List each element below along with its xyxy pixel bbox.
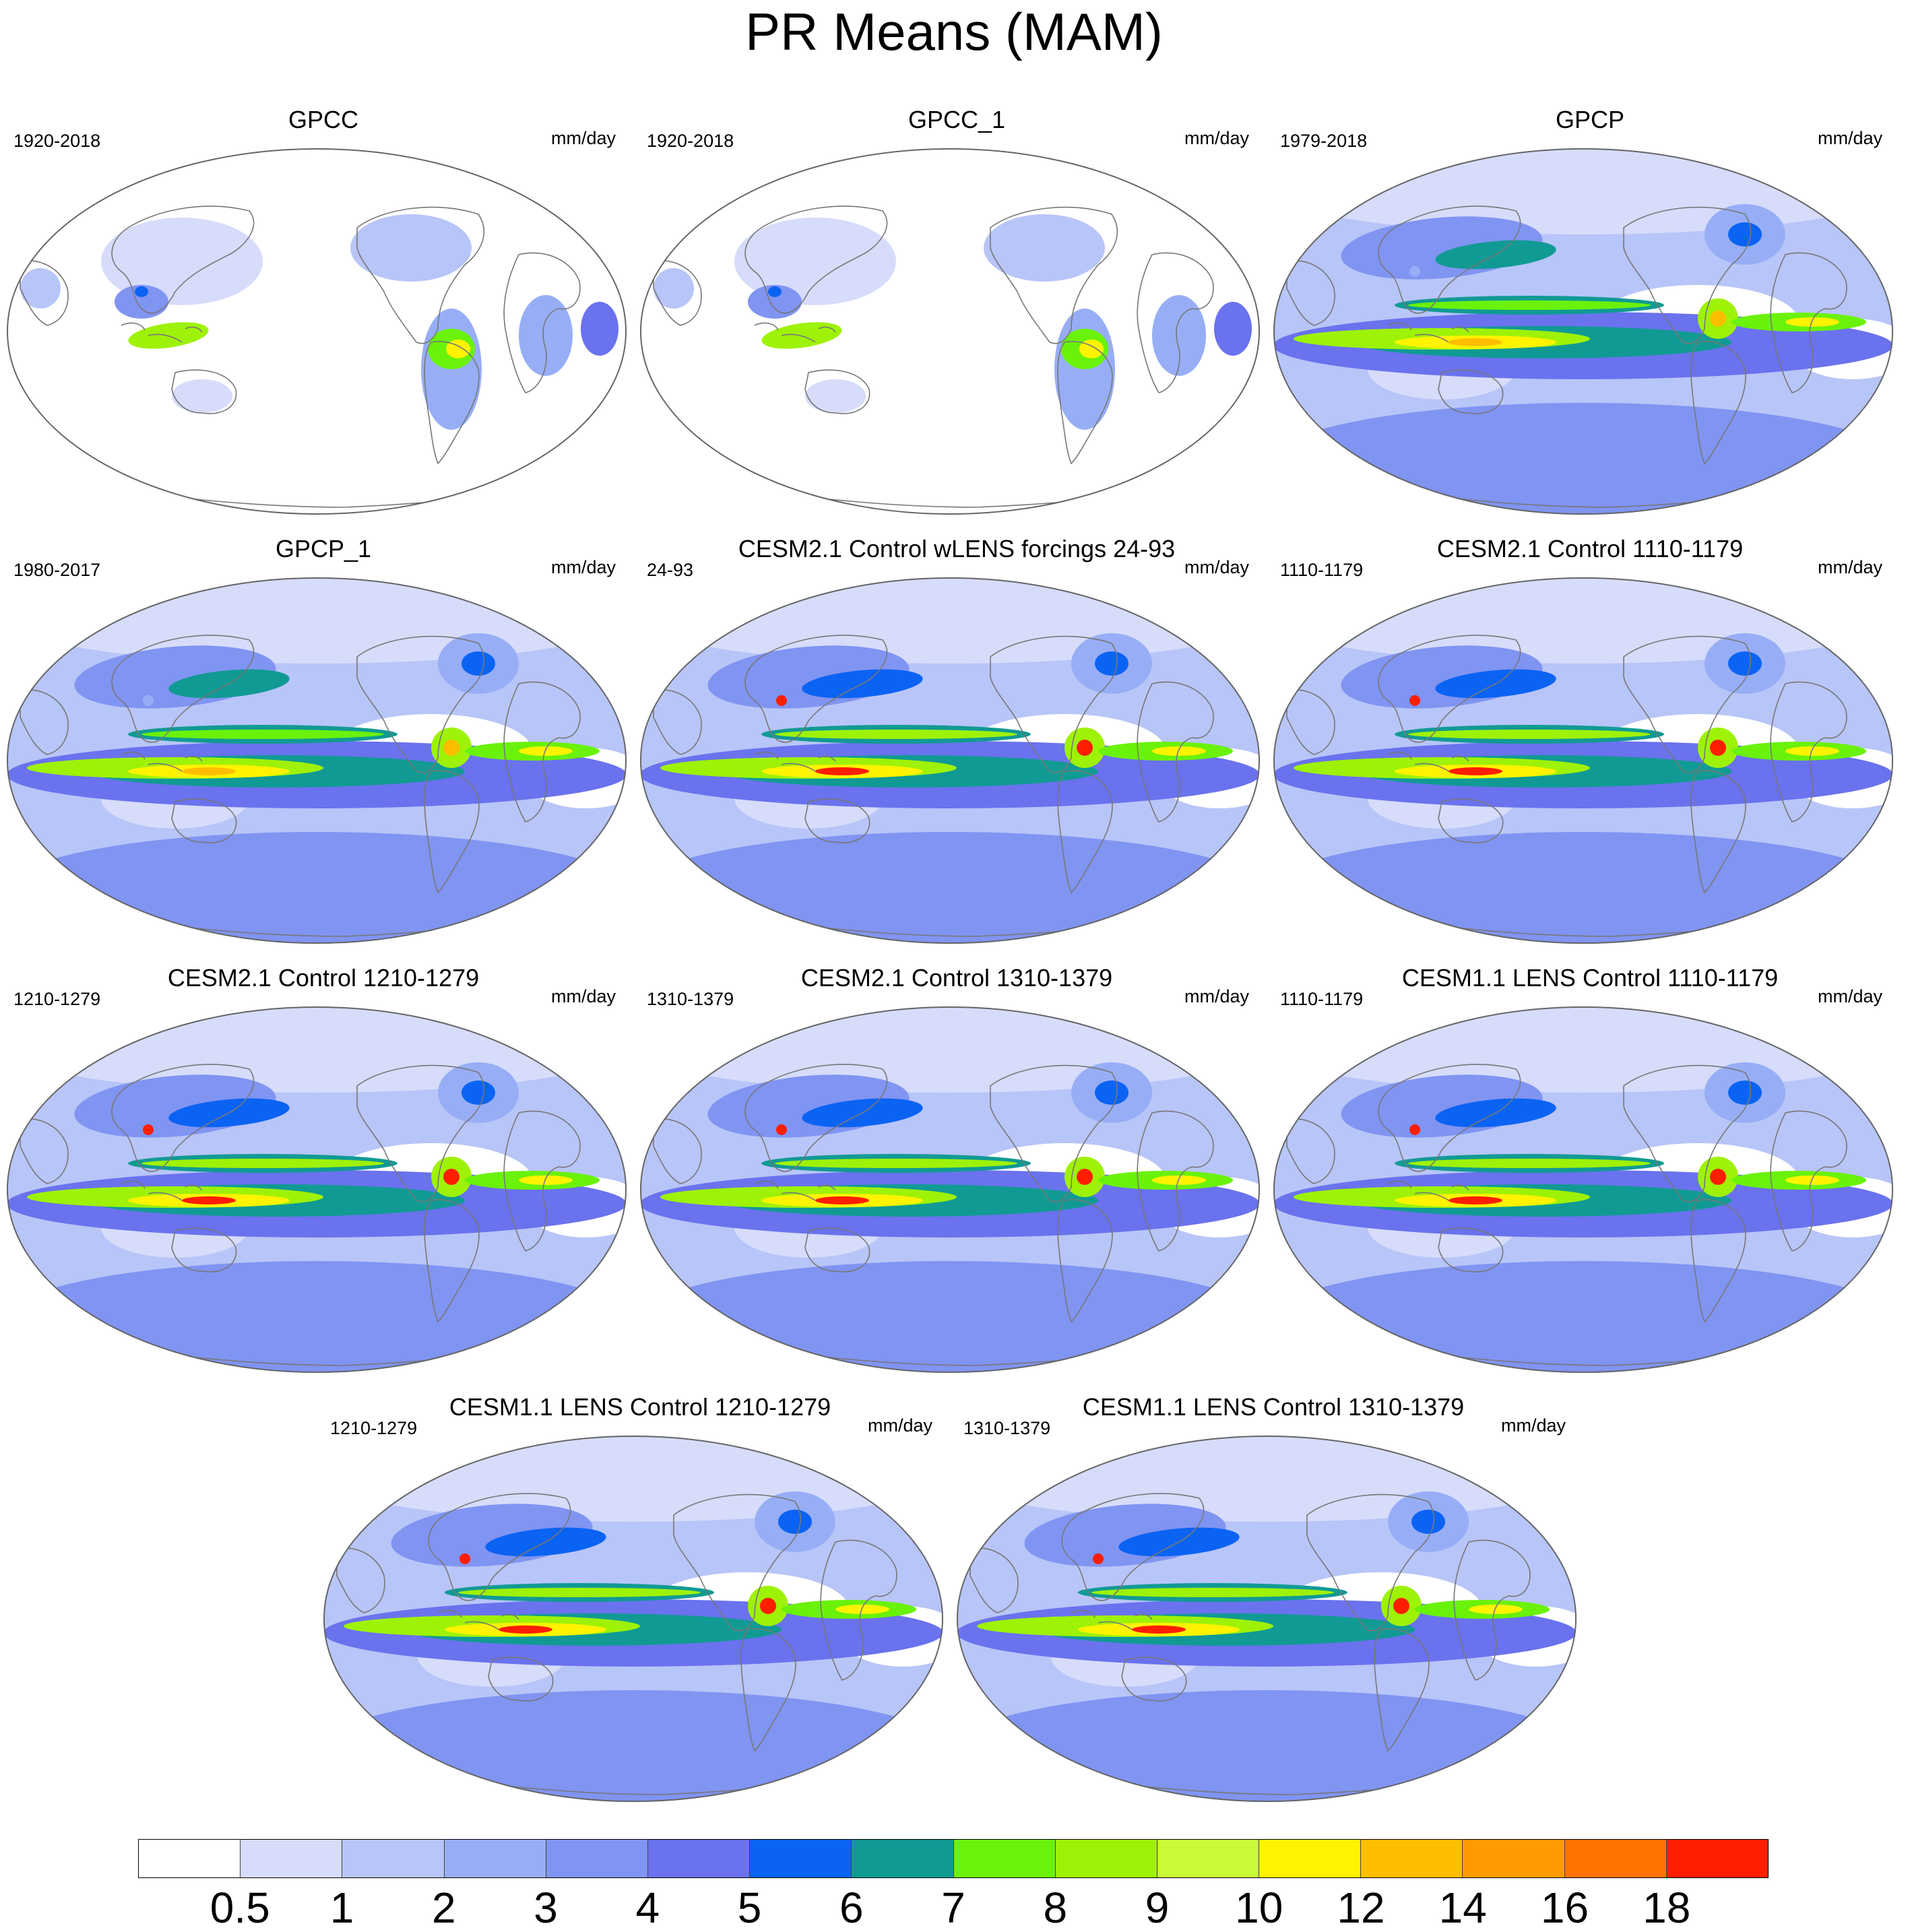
colorbar-swatch	[139, 1840, 241, 1877]
colorbar-swatch	[1462, 1840, 1564, 1877]
panel-title: CESM2.1 Control 1210-1279	[167, 964, 480, 992]
colorbar-tick-label: 14	[1438, 1883, 1487, 1932]
precip-map	[640, 148, 1260, 515]
panel-period: 1310-1379	[963, 1418, 1051, 1438]
panel-units: mm/day	[550, 557, 616, 577]
panel-title: CESM1.1 LENS Control 1310-1379	[1082, 1393, 1465, 1421]
colorbar-tick-label: 5	[737, 1883, 762, 1932]
colorbar-tick-label: 7	[941, 1883, 965, 1932]
colorbar-tick-label: 1	[329, 1883, 354, 1932]
panel-title: CESM2.1 Control 1310-1379	[800, 964, 1113, 992]
colorbar-tick-label: 12	[1337, 1883, 1385, 1932]
panel-title: CESM1.1 LENS Control 1110-1179	[1401, 964, 1779, 992]
map-panel: GPCP_1 1980-2017 mm/day	[7, 536, 640, 953]
precip-map	[640, 1006, 1260, 1373]
colorbar	[138, 1839, 1769, 1878]
colorbar-swatch	[1259, 1840, 1361, 1877]
colorbar-tick-label: 6	[839, 1883, 864, 1932]
map-panel: GPCP 1979-2018 mm/day	[1273, 106, 1907, 524]
panel-period: 1979-2018	[1280, 131, 1368, 151]
colorbar-swatch	[647, 1840, 750, 1877]
colorbar-swatch	[851, 1840, 953, 1877]
panel-title: CESM2.1 Control 1110-1179	[1436, 535, 1744, 562]
panel-units: mm/day	[1184, 128, 1249, 148]
map-panel: CESM2.1 Control wLENS forcings 24-93 24-9…	[640, 536, 1273, 953]
precip-map	[323, 1436, 943, 1802]
panel-title: GPCP_1	[275, 535, 372, 562]
precip-map	[1273, 148, 1893, 515]
colorbar-swatch	[1360, 1840, 1463, 1877]
panel-period: 1210-1279	[330, 1418, 418, 1438]
colorbar-tick-label: 3	[534, 1883, 558, 1932]
precip-map	[640, 577, 1260, 944]
colorbar-swatch	[545, 1840, 647, 1877]
map-panel: GPCC_1 1920-2018 mm/day	[640, 106, 1273, 524]
colorbar-tick-label: 9	[1145, 1883, 1170, 1932]
panel-units: mm/day	[867, 1415, 932, 1436]
panel-units: mm/day	[550, 986, 616, 1006]
precip-map	[957, 1436, 1577, 1802]
map-panel: CESM1.1 LENS Control 1210-1279 1210-1279 m…	[323, 1394, 957, 1811]
panel-period: 1310-1379	[647, 989, 734, 1009]
map-panel: CESM2.1 Control 1110-1179 1110-1179 mm/day	[1273, 536, 1907, 953]
panel-title: CESM1.1 LENS Control 1210-1279	[449, 1393, 831, 1421]
panel-period: 24-93	[647, 560, 694, 580]
colorbar-tick-label: 0.5	[210, 1883, 270, 1932]
colorbar-swatch	[953, 1840, 1055, 1877]
colorbar-tick-label: 2	[431, 1883, 456, 1932]
panel-period: 1210-1279	[13, 989, 101, 1009]
colorbar-swatch	[1564, 1840, 1666, 1877]
map-panel: CESM2.1 Control 1310-1379 1310-1379 mm/day	[640, 965, 1273, 1382]
colorbar-swatch	[1665, 1840, 1768, 1877]
colorbar-swatch	[240, 1840, 342, 1877]
panel-title: CESM2.1 Control wLENS forcings 24-93	[738, 535, 1176, 562]
panel-units: mm/day	[1817, 557, 1882, 577]
page-title: PR Means (MAM)	[745, 2, 1163, 61]
colorbar-swatch	[1156, 1840, 1259, 1877]
colorbar-swatch	[1054, 1840, 1157, 1877]
map-panel: CESM1.1 LENS Control 1110-1179 1110-1179 m…	[1273, 965, 1907, 1382]
precip-map	[1273, 577, 1893, 944]
precip-map	[7, 577, 627, 944]
panel-period: 1920-2018	[647, 131, 734, 151]
precip-map	[7, 1006, 627, 1373]
panel-units: mm/day	[1500, 1415, 1566, 1436]
panel-units: mm/day	[1184, 557, 1249, 577]
colorbar-tick-label: 18	[1643, 1883, 1691, 1932]
colorbar-swatch	[443, 1840, 546, 1877]
panel-period: 1980-2017	[13, 560, 101, 580]
precip-map	[1273, 1006, 1893, 1373]
colorbar-tick-label: 10	[1235, 1883, 1283, 1932]
precip-map	[7, 148, 627, 515]
panel-title: GPCC_1	[908, 106, 1006, 133]
colorbar-tick-label: 8	[1043, 1883, 1068, 1932]
map-panel: CESM1.1 LENS Control 1310-1379 1310-1379 m…	[957, 1394, 1590, 1811]
colorbar-swatch	[342, 1840, 444, 1877]
panel-period: 1920-2018	[13, 131, 101, 151]
colorbar-tick-label: 16	[1540, 1883, 1589, 1932]
panel-period: 1110-1179	[1280, 560, 1364, 580]
panel-units: mm/day	[550, 128, 616, 148]
panel-period: 1110-1179	[1280, 989, 1364, 1009]
map-panel: GPCC 1920-2018 mm/day	[7, 106, 640, 524]
panel-units: mm/day	[1817, 128, 1882, 148]
colorbar-tick-label: 4	[635, 1883, 660, 1932]
panel-units: mm/day	[1184, 986, 1249, 1006]
panel-units: mm/day	[1817, 986, 1882, 1006]
panel-title: GPCP	[1555, 106, 1625, 133]
panel-title: GPCC	[288, 106, 358, 133]
colorbar-swatch	[749, 1840, 852, 1877]
map-panel: CESM2.1 Control 1210-1279 1210-1279 mm/day	[7, 965, 640, 1382]
